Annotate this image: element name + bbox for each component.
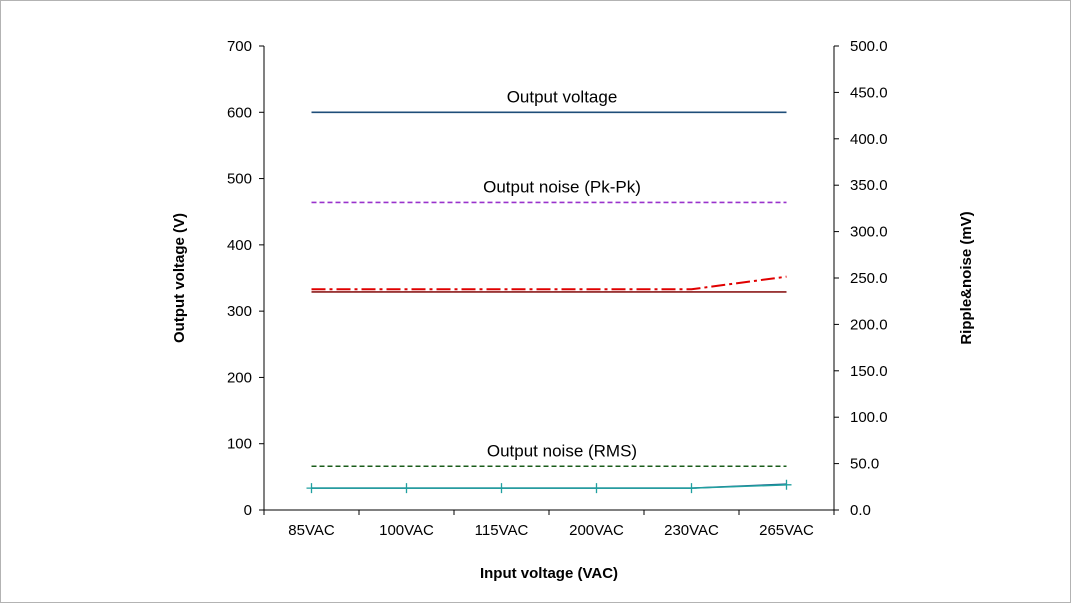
y-left-tick-label: 500 — [227, 171, 252, 188]
y-right-tick-label: 300.0 — [850, 224, 888, 241]
y-right-tick-label: 250.0 — [850, 270, 888, 287]
series-point-marker — [686, 483, 697, 494]
y-right-tick-label: 350.0 — [850, 177, 888, 194]
y-right-tick-label: 50.0 — [850, 456, 879, 473]
y-axis-right-title: Ripple&noise (mV) — [958, 211, 975, 344]
y-right-tick-label: 500.0 — [850, 38, 888, 55]
x-tick-label: 85VAC — [288, 522, 335, 539]
x-tick-label: 200VAC — [569, 522, 624, 539]
y-left-tick-label: 300 — [227, 303, 252, 320]
series-point-marker — [401, 483, 412, 494]
series-point-marker — [591, 483, 602, 494]
x-tick-label: 100VAC — [379, 522, 434, 539]
series-point-marker — [306, 483, 317, 494]
y-left-tick-label: 600 — [227, 104, 252, 121]
series-point-marker — [781, 479, 792, 490]
series-line-6 — [311, 484, 787, 489]
y-axis-left-title: Output voltage (V) — [171, 213, 188, 343]
series-line-4 — [311, 275, 787, 291]
annotation-label-2: Output noise (RMS) — [487, 441, 637, 460]
y-right-tick-label: 100.0 — [850, 409, 888, 426]
series-point-marker — [496, 483, 507, 494]
y-right-tick-label: 200.0 — [850, 316, 888, 333]
annotation-label-0: Output voltage — [507, 87, 618, 106]
y-left-tick-label: 200 — [227, 369, 252, 386]
y-right-tick-label: 400.0 — [850, 131, 888, 148]
x-tick-label: 230VAC — [664, 522, 719, 539]
x-tick-label: 265VAC — [759, 522, 814, 539]
y-left-tick-label: 0 — [244, 502, 252, 519]
x-tick-label: 115VAC — [475, 522, 529, 539]
x-axis-title: Input voltage (VAC) — [480, 565, 618, 582]
y-right-tick-label: 450.0 — [850, 84, 888, 101]
y-right-tick-label: 0.0 — [850, 502, 871, 519]
y-left-tick-label: 700 — [227, 38, 252, 55]
annotation-label-1: Output noise (Pk-Pk) — [483, 177, 641, 196]
y-left-tick-label: 400 — [227, 237, 252, 254]
y-right-tick-label: 150.0 — [850, 363, 888, 380]
y-left-tick-label: 100 — [227, 436, 252, 453]
